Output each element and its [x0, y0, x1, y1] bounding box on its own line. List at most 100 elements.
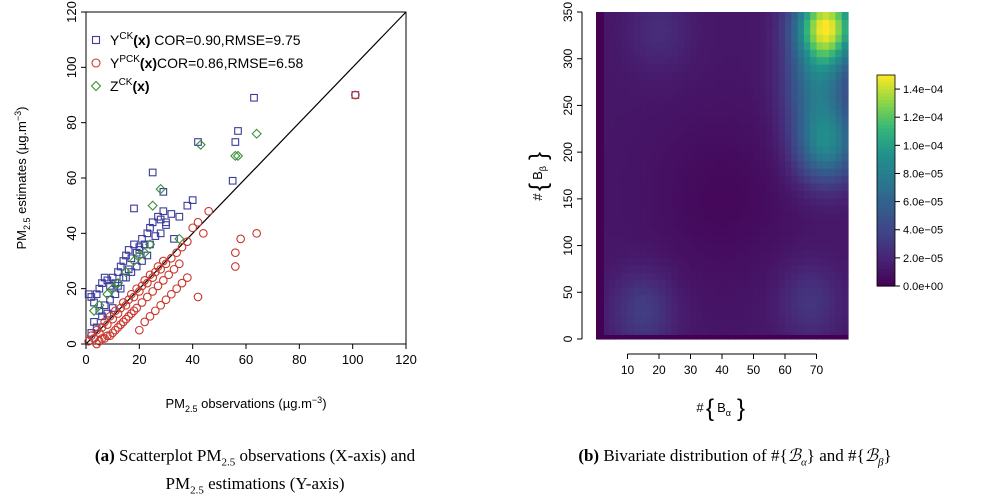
heatmap-cell: [740, 220, 748, 229]
heatmap-cell: [677, 175, 685, 184]
heatmap-cell: [659, 86, 666, 95]
heatmap-cell: [614, 26, 622, 35]
colorbar: 0.0e+002.0e−054.0e−056.0e−058.0e−051.0e−…: [876, 74, 943, 293]
heatmap-cell: [791, 242, 799, 251]
heatmap-cell: [602, 220, 610, 229]
heatmap-cell: [810, 138, 818, 147]
heatmap-cell: [709, 249, 717, 258]
heatmap-cell: [621, 108, 629, 117]
data-point-series-2: [140, 317, 150, 327]
heatmap-cell: [715, 19, 723, 28]
heatmap-cell: [835, 316, 843, 325]
heatmap-cell: [816, 108, 824, 117]
heatmap-cell: [640, 71, 647, 80]
data-point-series-1: [100, 301, 109, 310]
data-point-series-1: [146, 223, 154, 232]
heatmap-cell: [835, 197, 843, 206]
heatmap-cell: [684, 41, 692, 50]
heatmap-cell: [816, 220, 824, 229]
heatmap-cell: [759, 264, 767, 273]
heatmap-cell: [627, 101, 635, 110]
heatmap-cell: [684, 279, 692, 288]
colorbar-segment: [877, 117, 895, 122]
heatmap-cell: [785, 279, 792, 288]
colorbar-segment: [877, 264, 895, 270]
heatmap-cell: [753, 160, 761, 169]
heatmap-cell: [829, 205, 836, 214]
heatmap-cell: [841, 93, 849, 102]
heatmap-cell: [829, 153, 836, 162]
heatmap-cell: [747, 286, 755, 296]
heatmap-cell: [665, 182, 673, 191]
heatmap-cell: [709, 78, 717, 87]
heatmap-cell: [659, 116, 666, 125]
heatmap-cell: [640, 301, 647, 310]
heatmap-cell: [778, 34, 786, 43]
data-point-series-1: [124, 246, 133, 254]
heatmap-cell: [841, 64, 849, 73]
heatmap-cell: [803, 272, 811, 281]
heatmap-cell: [785, 56, 792, 65]
heatmap-cell: [703, 145, 710, 154]
heatmap-cell: [677, 324, 685, 333]
heatmap-cell: [747, 234, 755, 243]
data-point-series-2: [121, 300, 131, 310]
heatmap-cell: [684, 234, 692, 243]
heatmap-cell: [734, 264, 742, 273]
heatmap-cell: [841, 279, 849, 288]
heatmap-cell: [759, 86, 767, 95]
heatmap-cell: [778, 12, 786, 21]
heatmap-cell: [747, 49, 755, 58]
heatmap-cell: [722, 190, 729, 199]
heatmap-cell: [703, 227, 710, 236]
heatmap-cell: [734, 116, 742, 125]
heatmap-cell: [665, 12, 673, 21]
heatmap-cell: [734, 130, 742, 139]
heatmap-cell: [766, 19, 773, 28]
heatmap-cell: [822, 316, 830, 325]
heatmap-cell: [640, 212, 647, 221]
data-point-series-3: [251, 128, 262, 139]
heatmap-cell: [778, 93, 786, 102]
colorbar-segment: [877, 103, 895, 108]
heatmap-cell: [703, 316, 710, 325]
heatmap-cell: [621, 56, 629, 65]
heatmap-cell: [665, 175, 673, 184]
heatmap-cell: [665, 220, 673, 229]
heatmap-cell: [772, 324, 780, 333]
data-point-series-2: [118, 298, 128, 307]
data-point-series-2: [105, 331, 115, 341]
heatmap-cell: [747, 93, 755, 102]
heatmap-cell: [621, 175, 629, 184]
heatmap-cell: [734, 123, 742, 132]
heatmap-cell: [709, 309, 717, 318]
data-point-series-2: [148, 273, 158, 282]
heatmap-cell: [709, 145, 717, 154]
data-point-series-2: [150, 306, 160, 316]
svg-text:{: {: [706, 395, 714, 422]
heatmap-cell: [829, 316, 836, 325]
data-point-series-3: [139, 247, 150, 258]
heatmap-cell: [646, 234, 654, 243]
data-point-series-1: [250, 93, 258, 102]
heatmap-cell: [791, 234, 799, 243]
heatmap-cell: [715, 205, 723, 214]
heatmap-cell: [835, 19, 843, 28]
heatmap-cell: [728, 212, 736, 221]
heatmap-cell: [709, 220, 717, 229]
heatmap-cell: [772, 153, 780, 162]
heatmap-cell: [829, 264, 836, 273]
heatmap-cell: [797, 34, 805, 43]
heatmap-cell: [785, 242, 792, 251]
heatmap-cell: [759, 19, 767, 28]
heatmap-cell: [835, 71, 843, 80]
heatmap-cell: [759, 153, 767, 162]
heatmap-cell: [627, 257, 635, 266]
heatmap-cell: [728, 56, 736, 65]
heatmap-cell: [608, 168, 616, 177]
data-point-series-2: [129, 292, 139, 302]
heatmap-cell: [696, 78, 704, 87]
heatmap-cell: [633, 264, 641, 273]
heatmap-cell: [785, 324, 792, 333]
